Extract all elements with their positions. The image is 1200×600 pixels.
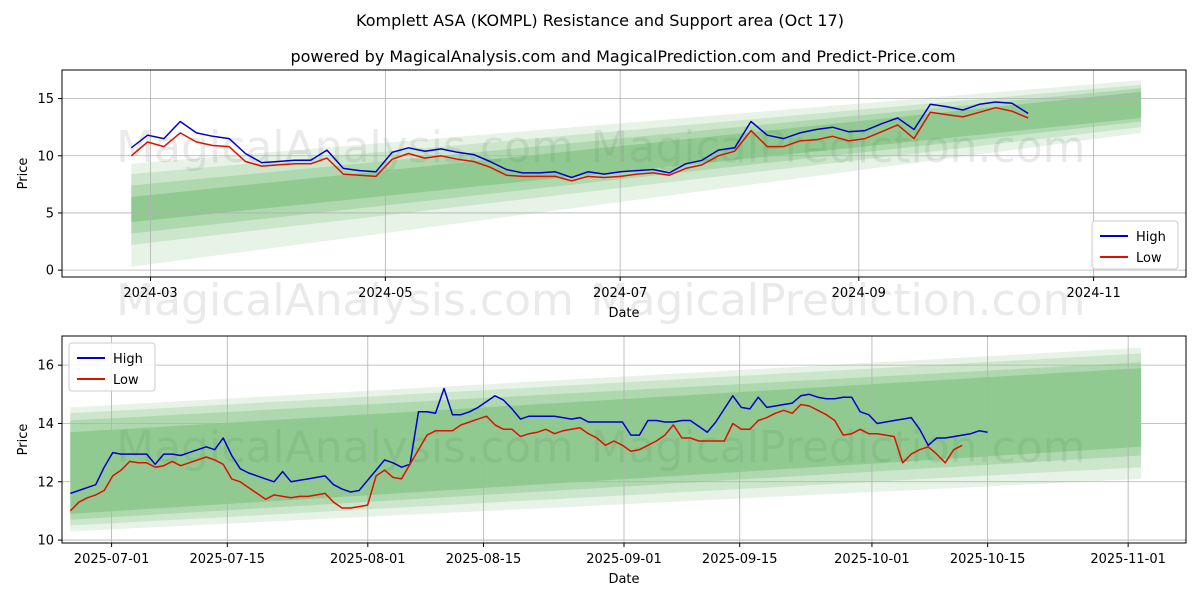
y-tick-label: 12 [37, 475, 54, 490]
band-1 [131, 84, 1142, 245]
y-tick-label: 10 [37, 534, 54, 549]
top-plot: MagicalAnalysis.com MagicalPrediction.co… [16, 69, 1187, 326]
legend-label-low: Low [1136, 251, 1162, 266]
x-tick-label: 2025-08-01 [330, 552, 406, 567]
band-3 [70, 368, 1142, 514]
y-tick-label: 10 [37, 149, 54, 164]
x-tick-label: 2025-10-15 [950, 552, 1026, 567]
bottom-plot: MagicalAnalysis.com MagicalPrediction.co… [16, 335, 1187, 587]
legend-label-high: High [113, 352, 143, 367]
y-axis-label: Price [16, 158, 31, 190]
x-tick-label: 2025-08-15 [446, 552, 522, 567]
y-tick-label: 16 [37, 359, 54, 374]
legend: High Low [68, 342, 156, 392]
x-axis: 2024-032024-052024-072024-092024-112025-… [123, 277, 1121, 301]
band-0 [70, 347, 1142, 532]
x-tick-label: 2024-07 [593, 286, 647, 301]
x-tick-label: 2025-07-15 [190, 552, 266, 567]
x-tick-label: 2024-11 [1066, 286, 1120, 301]
y-tick-label: 15 [37, 92, 54, 107]
x-tick-label: 2025-07-01 [74, 552, 150, 567]
legend-label-high: High [1136, 230, 1166, 245]
x-tick-label: 2025-10-01 [834, 552, 910, 567]
band-3 [131, 91, 1142, 223]
band-2 [131, 88, 1142, 234]
watermark-right-bottom: MagicalPrediction.com [591, 422, 1086, 473]
x-tick-label: 2025-09-01 [586, 552, 662, 567]
legend-label-low: Low [113, 373, 139, 388]
watermark-right-top-lower: MagicalPrediction.com [591, 275, 1086, 326]
legend-box [1091, 220, 1179, 270]
legend-box [68, 342, 156, 392]
band-1 [70, 353, 1142, 526]
x-tick-label: 2025-11-01 [1090, 552, 1166, 567]
y-tick-label: 14 [37, 417, 54, 432]
x-axis: 2025-07-01 2025-07-15 2025-08-01 2025-08-15… [74, 543, 1166, 567]
y-tick-label: 5 [46, 206, 54, 221]
x-tick-label: 2024-09 [832, 286, 886, 301]
legend: High Low [1091, 220, 1179, 270]
series-line-high [130, 101, 1029, 179]
x-tick-label: 2024-03 [123, 286, 177, 301]
support-resistance-bands [70, 347, 1142, 532]
y-axis: 0 5 10 15 [37, 92, 62, 279]
x-axis-label: Date [608, 572, 639, 587]
x-axis-label: Date [608, 306, 639, 321]
x-tick-label: 2025-09-15 [702, 552, 778, 567]
chart-subtitle: powered by MagicalAnalysis.com and Magic… [290, 47, 955, 66]
band-2 [70, 362, 1142, 520]
series-line-low [130, 106, 1029, 182]
y-axis: 10 12 14 16 [37, 359, 62, 549]
watermark-left-top-lower: MagicalAnalysis.com [116, 275, 574, 326]
x-tick-label: 2024-05 [358, 286, 412, 301]
series-line-high [70, 387, 988, 495]
chart-title: Komplett ASA (KOMPL) Resistance and Supp… [356, 11, 844, 30]
plot-frame [61, 69, 1187, 278]
watermark-left-bottom: MagicalAnalysis.com [116, 422, 574, 473]
y-axis-label: Price [16, 424, 31, 456]
watermark-right-top: MagicalPrediction.com [591, 122, 1086, 173]
series-line-low [69, 403, 963, 512]
y-tick-label: 0 [46, 264, 54, 279]
